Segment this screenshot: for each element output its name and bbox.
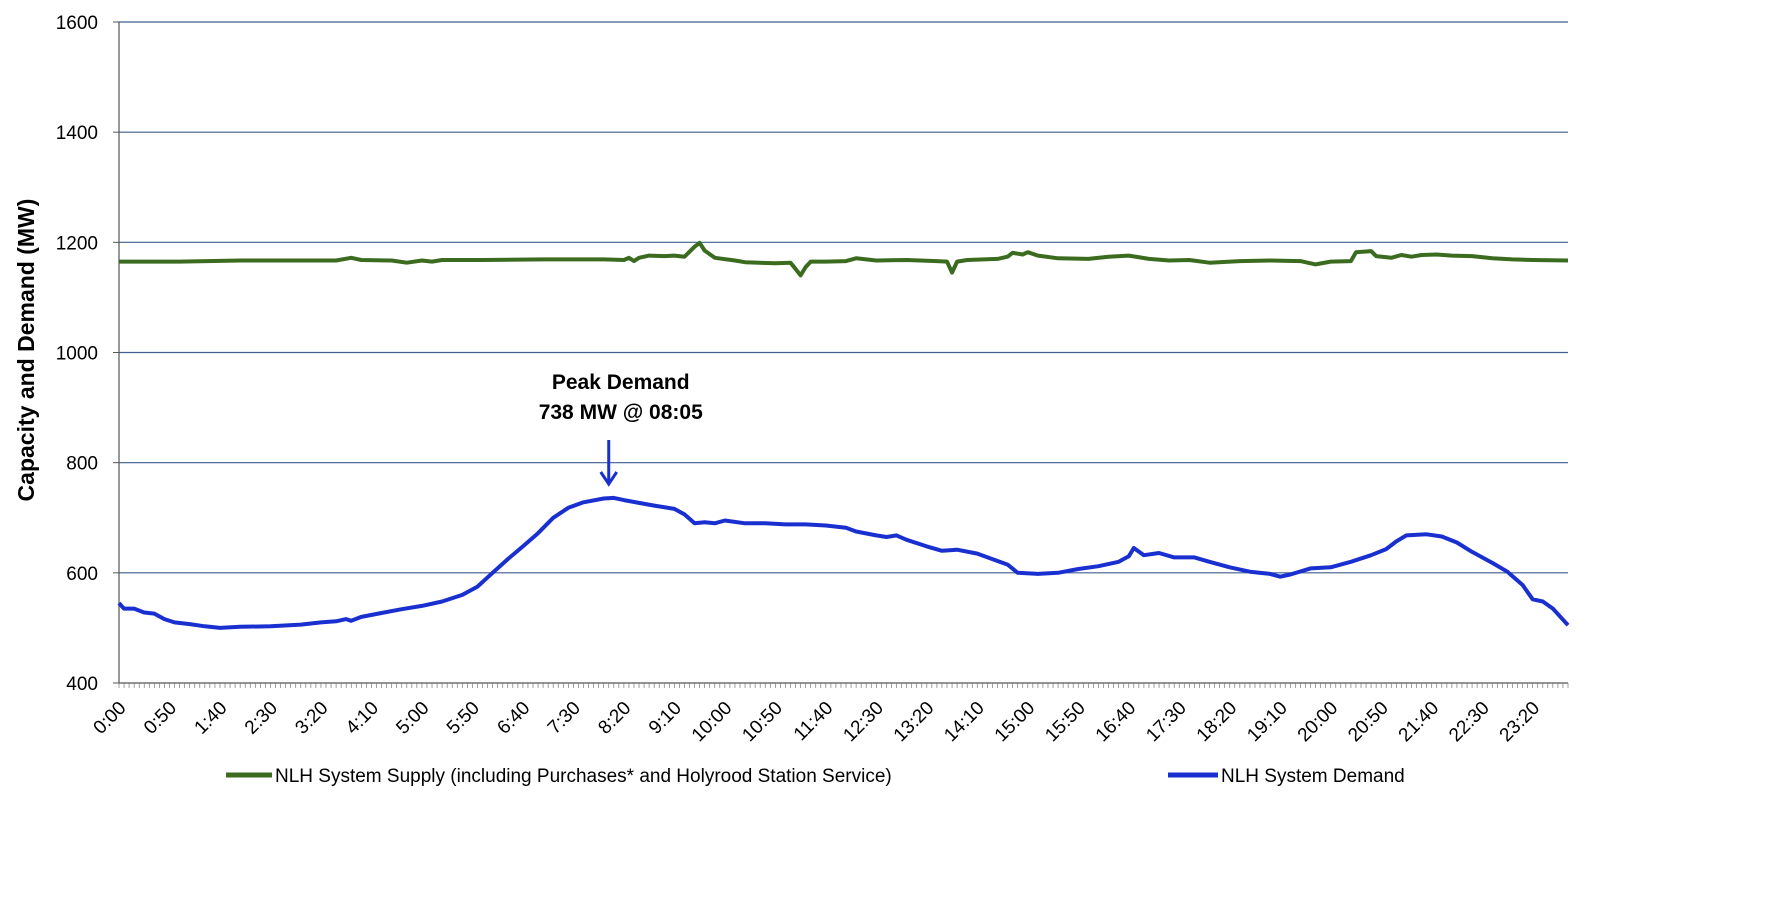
x-tick-label: 14:10 xyxy=(940,698,988,746)
legend-label-demand: NLH System Demand xyxy=(1221,766,1405,787)
y-tick-label: 1000 xyxy=(56,344,98,365)
x-tick-label: 10:00 xyxy=(688,698,736,746)
y-tick-label: 600 xyxy=(66,564,98,585)
peak-annotation-title: Peak Demand xyxy=(552,371,690,394)
grid-lines xyxy=(113,21,1568,684)
legend: NLH System Supply (including Purchases* … xyxy=(226,766,1405,787)
y-tick-labels: 400 600 800 1000 1200 1400 1600 xyxy=(56,13,98,695)
y-axis-label: Capacity and Demand (MW) xyxy=(13,199,39,502)
series-line-supply xyxy=(119,240,1569,278)
y-tick-label: 1200 xyxy=(56,233,98,254)
peak-annotation: Peak Demand 738 MW @ 08:05 xyxy=(539,371,703,487)
series-line-demand xyxy=(117,495,1570,630)
peak-arrowhead-icon xyxy=(599,471,618,487)
x-tick-label: 16:40 xyxy=(1092,698,1140,746)
x-tick-label: 15:00 xyxy=(991,698,1039,746)
x-tick-label: 2:30 xyxy=(241,698,282,739)
x-tick-label: 23:20 xyxy=(1496,698,1544,746)
y-tick-label: 1400 xyxy=(56,123,98,144)
x-tick-label: 3:20 xyxy=(291,698,332,739)
x-tick-label: 0:50 xyxy=(140,698,181,739)
x-tick-label: 7:30 xyxy=(544,698,585,739)
x-tick-label: 12:30 xyxy=(839,698,887,746)
x-tick-label: 19:10 xyxy=(1243,698,1291,746)
x-tick-label: 5:50 xyxy=(443,698,484,739)
x-tick-label: 17:30 xyxy=(1142,698,1190,746)
x-tick-label: 8:20 xyxy=(594,698,635,739)
x-tick-label: 21:40 xyxy=(1395,698,1443,746)
y-tick-label: 400 xyxy=(66,674,98,695)
y-tick-label: 800 xyxy=(66,454,98,475)
x-tick-label: 13:20 xyxy=(890,698,938,746)
y-tick-label: 1600 xyxy=(56,13,98,34)
x-tick-label: 20:00 xyxy=(1294,698,1342,746)
x-tick-label: 4:10 xyxy=(342,698,383,739)
series-lines xyxy=(117,240,1570,630)
x-tick-label: 9:10 xyxy=(645,698,686,739)
x-tick-label: 11:40 xyxy=(790,698,837,745)
x-tick-label: 20:50 xyxy=(1344,698,1392,746)
x-tick-label: 18:20 xyxy=(1193,698,1241,746)
x-tick-label: 1:40 xyxy=(191,698,232,739)
x-tick-label: 6:40 xyxy=(493,698,534,739)
x-tick-label: 10:50 xyxy=(738,698,786,746)
x-tick-label: 22:30 xyxy=(1445,698,1493,746)
x-tick-label: 0:00 xyxy=(90,698,131,739)
x-tick-label: 5:00 xyxy=(392,698,433,739)
peak-annotation-value: 738 MW @ 08:05 xyxy=(539,401,703,424)
legend-label-supply: NLH System Supply (including Purchases* … xyxy=(275,766,892,787)
axes xyxy=(118,22,1569,688)
x-tick-label: 15:50 xyxy=(1041,698,1089,746)
x-tick-labels: 0:00 0:50 1:40 2:30 3:20 4:10 5:00 5:50 6:40 7:30… xyxy=(90,698,1545,746)
